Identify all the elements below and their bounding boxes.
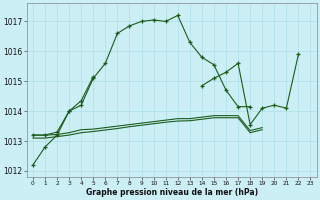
X-axis label: Graphe pression niveau de la mer (hPa): Graphe pression niveau de la mer (hPa) bbox=[86, 188, 258, 197]
